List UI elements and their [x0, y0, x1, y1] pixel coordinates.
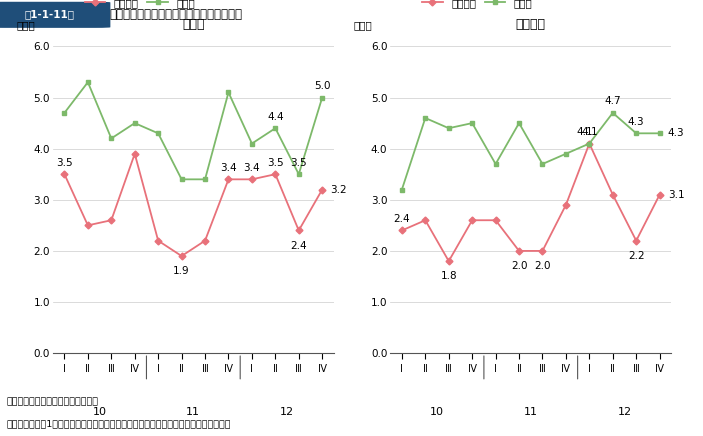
Text: （％）: （％） — [16, 20, 35, 30]
Text: （注）　資本金1億円以上を大企業、１千万円以上１億円未満を中小企業としている。: （注） 資本金1億円以上を大企業、１千万円以上１億円未満を中小企業としている。 — [7, 419, 231, 429]
Text: 4.3: 4.3 — [668, 128, 685, 138]
Text: 資料：財務省「法人企業統計季報」: 資料：財務省「法人企業統計季報」 — [7, 397, 99, 406]
Text: 11: 11 — [186, 407, 200, 417]
Text: 1.9: 1.9 — [174, 266, 190, 276]
Text: 3.5: 3.5 — [56, 157, 72, 167]
Text: 4.1: 4.1 — [581, 127, 598, 137]
FancyBboxPatch shape — [0, 2, 110, 28]
Text: 2.0: 2.0 — [534, 261, 550, 271]
Text: 3.4: 3.4 — [244, 163, 260, 173]
Text: 規模別・業種別の売上高経常利益率の推移: 規模別・業種別の売上高経常利益率の推移 — [109, 8, 242, 21]
Text: 10: 10 — [93, 407, 107, 417]
Text: 1.8: 1.8 — [441, 271, 457, 281]
Text: 3.4: 3.4 — [220, 163, 237, 173]
Text: （％）: （％） — [354, 20, 373, 30]
Text: 12: 12 — [617, 407, 631, 417]
Text: 2.2: 2.2 — [628, 251, 645, 261]
Text: 2.0: 2.0 — [511, 261, 527, 271]
Text: 4.4: 4.4 — [267, 112, 283, 122]
Title: 非製造業: 非製造業 — [516, 18, 546, 31]
Text: 3.2: 3.2 — [330, 184, 347, 194]
Text: 10: 10 — [430, 407, 444, 417]
Text: 12: 12 — [280, 407, 294, 417]
Text: 3.5: 3.5 — [290, 157, 307, 167]
Text: 4.7: 4.7 — [605, 96, 621, 106]
Text: 11: 11 — [524, 407, 538, 417]
Text: 2.4: 2.4 — [394, 214, 410, 224]
Text: 5.0: 5.0 — [314, 81, 330, 91]
Text: 2.4: 2.4 — [290, 241, 307, 251]
Text: 4.1: 4.1 — [576, 127, 593, 137]
Text: 3.5: 3.5 — [267, 157, 283, 167]
Legend: 中小企業, 大企業: 中小企業, 大企業 — [418, 0, 536, 12]
Text: 4.3: 4.3 — [628, 117, 645, 127]
Text: 3.1: 3.1 — [668, 190, 685, 200]
Legend: 中小企業, 大企業: 中小企業, 大企業 — [80, 0, 199, 12]
Title: 製造業: 製造業 — [182, 18, 205, 31]
Text: ㅧ1-1-11図: ㅧ1-1-11図 — [25, 9, 75, 19]
